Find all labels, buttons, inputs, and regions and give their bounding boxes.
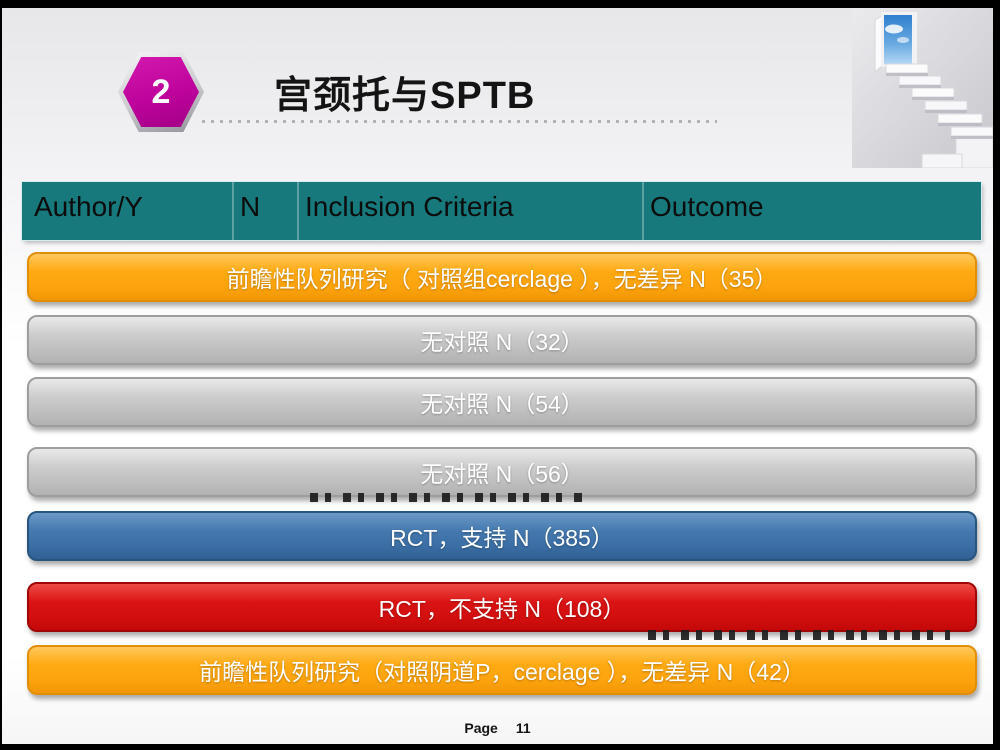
column-header-inclusion-criteria: Inclusion Criteria (305, 191, 514, 222)
slide-canvas: 2 宫颈托与SPTB Author/Y N Inclusion Criteria… (2, 8, 993, 744)
page-footer-label: Page (464, 720, 498, 736)
section-number: 2 (151, 72, 171, 111)
obscured-row-text-fragment (310, 493, 582, 502)
column-header-outcome: Outcome (650, 191, 764, 222)
page-title: 宫颈托与SPTB (274, 75, 536, 117)
column-divider (642, 182, 644, 240)
section-number-badge: 2 (118, 52, 204, 132)
result-bar-cohort-cerclage-35: 前瞻性队列研究（ 对照组cerclage ），无差异 N（35） (27, 252, 977, 302)
page-footer: Page 11 (2, 720, 993, 736)
column-divider (232, 182, 234, 240)
column-header-n: N (240, 191, 261, 222)
result-bar-label: 无对照 N（32） (420, 329, 584, 355)
column-divider (297, 182, 299, 240)
result-bar-rct-no-support-108: RCT，不支持 N（108） (27, 582, 977, 632)
result-bar-label: 无对照 N（56） (420, 461, 584, 487)
table-header: Author/Y N Inclusion Criteria Outcome (22, 182, 981, 240)
staircase-door-image (852, 8, 993, 169)
title-underline-dotted (202, 120, 717, 123)
section-number-badge-inner: 2 (123, 57, 199, 127)
result-bar-label: 无对照 N（54） (420, 391, 584, 417)
result-bar-no-control-54: 无对照 N（54） (27, 377, 977, 427)
result-bar-label: RCT，不支持 N（108） (378, 596, 626, 622)
page-footer-number: 11 (515, 720, 531, 736)
result-bar-no-control-56: 无对照 N（56） (27, 447, 977, 497)
result-bar-no-control-32: 无对照 N（32） (27, 315, 977, 365)
result-bar-rct-support-385: RCT，支持 N（385） (27, 511, 977, 561)
result-bar-cohort-vaginalP-42: 前瞻性队列研究（对照阴道P，cerclage ），无差异 N（42） (27, 645, 977, 695)
result-bar-label: RCT，支持 N（385） (390, 525, 614, 551)
column-header-author: Author/Y (34, 191, 143, 222)
staircase-illustration (852, 8, 993, 169)
result-bar-label: 前瞻性队列研究（ 对照组cerclage ），无差异 N（35） (226, 266, 778, 292)
obscured-row-text-fragment (648, 630, 950, 640)
result-bar-label: 前瞻性队列研究（对照阴道P，cerclage ），无差异 N（42） (199, 659, 805, 685)
